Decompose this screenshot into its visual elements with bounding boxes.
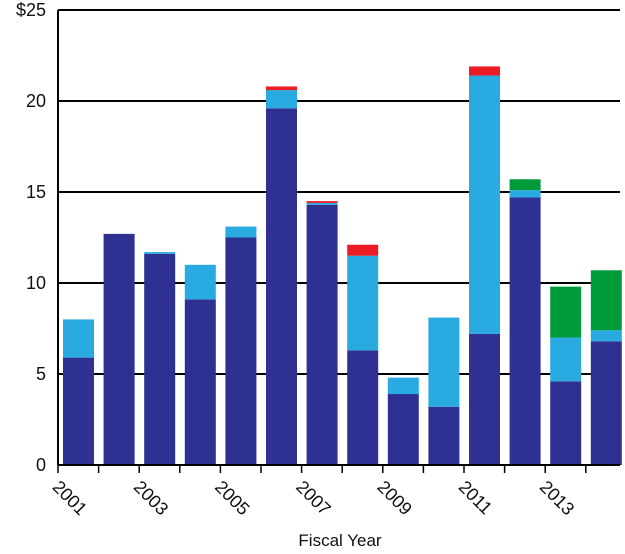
x-tick-label: 2007 <box>292 477 334 519</box>
bar-segment-2012-s1 <box>509 197 541 465</box>
bar-segment-2011-s3 <box>469 66 500 76</box>
bar-segment-2002-s1 <box>103 233 135 465</box>
bar-segment-2012-s2 <box>509 190 541 198</box>
y-tick-label: 5 <box>36 364 46 384</box>
bar-segment-2013-s1 <box>550 381 582 465</box>
x-tick-label: 2003 <box>130 477 172 519</box>
x-tick-labels: 2001 2003 2005 2007 2009 2011 2013 <box>49 477 579 519</box>
y-tick-label: 0 <box>36 455 46 475</box>
bar-segment-2008-s1 <box>347 350 379 465</box>
bar-segment-2007-s3 <box>306 201 338 203</box>
y-tick-label: $25 <box>16 0 46 20</box>
x-tick-label: 2005 <box>211 477 253 519</box>
bar-segment-2001-s1 <box>63 357 94 465</box>
bar-segment-2009-s2 <box>387 377 419 395</box>
axes <box>57 10 620 473</box>
bar-segment-2005-s2 <box>225 226 257 238</box>
bar-segment-2003-s2 <box>144 252 176 254</box>
bar-segment-2006-s1 <box>266 108 297 465</box>
bar-segment-2010-s1 <box>428 406 460 465</box>
bar-segment-2012-s4 <box>509 179 541 191</box>
bar-segment-2013-s4 <box>550 286 582 338</box>
bar-segment-2005-s1 <box>225 237 257 465</box>
bar-segment-2014-s4 <box>590 270 622 331</box>
x-axis-label: Fiscal Year <box>298 531 381 550</box>
x-tick-label: 2001 <box>49 477 91 519</box>
x-tick-label: 2011 <box>455 477 497 519</box>
bar-segment-2004-s2 <box>184 264 216 300</box>
bar-segment-2011-s2 <box>469 75 500 334</box>
bar-segment-2006-s2 <box>266 90 297 109</box>
bar-segment-2007-s1 <box>306 204 338 466</box>
bar-segment-2007-s2 <box>306 202 338 205</box>
bar-segment-2013-s2 <box>550 337 582 382</box>
bar-segment-2011-s1 <box>469 333 500 465</box>
bar-segment-2014-s1 <box>590 341 622 465</box>
y-tick-label: 20 <box>26 91 46 111</box>
bar-segment-2006-s3 <box>266 86 297 91</box>
bar-segment-2014-s2 <box>590 330 622 342</box>
y-tick-labels: 0 5 10 15 20 $25 <box>16 0 46 475</box>
bar-segment-2008-s3 <box>347 244 379 256</box>
bar-segment-2010-s2 <box>428 317 460 407</box>
x-tick-label: 2013 <box>536 477 578 519</box>
x-tick-label: 2009 <box>373 477 415 519</box>
bar-segment-2003-s1 <box>144 253 176 465</box>
y-tick-label: 15 <box>26 182 46 202</box>
bars <box>63 66 622 466</box>
bar-segment-2004-s1 <box>184 299 216 465</box>
bar-segment-2001-s2 <box>63 319 94 358</box>
bar-segment-2008-s2 <box>347 255 379 351</box>
y-tick-label: 10 <box>26 273 46 293</box>
bar-segment-2009-s1 <box>387 394 419 465</box>
